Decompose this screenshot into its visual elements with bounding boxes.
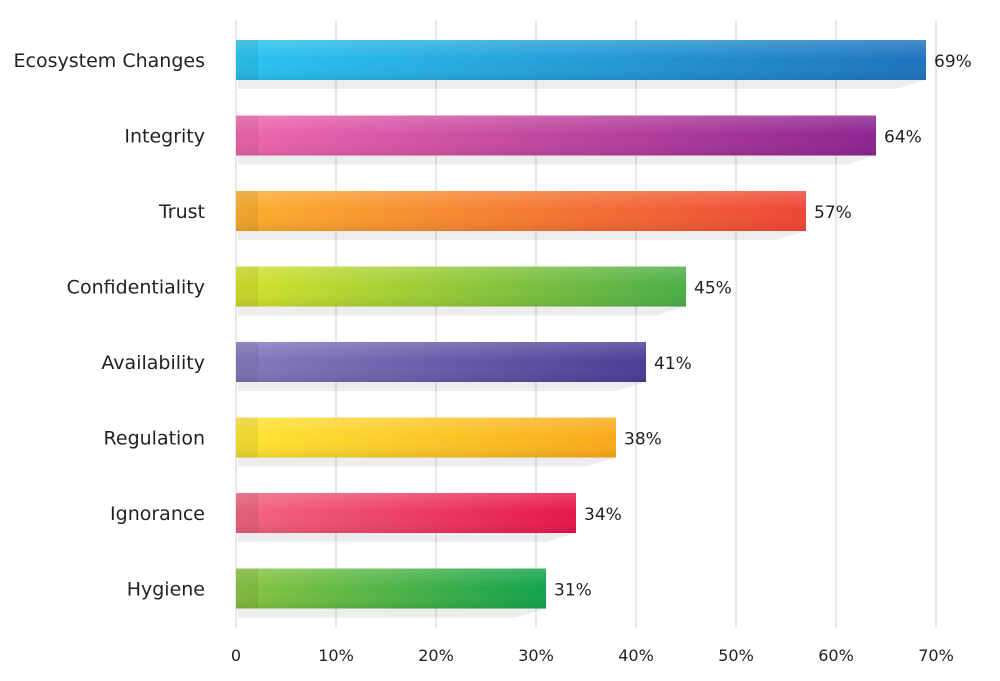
labels: Ecosystem Changes 69% Integrity 64% Trust 57%…: [14, 50, 972, 601]
bar-shadow: [238, 231, 806, 240]
value-label: 38%: [624, 430, 662, 450]
x-tick-label: 30%: [518, 646, 554, 665]
bar-cap: [236, 40, 258, 80]
category-label: Ecosystem Changes: [14, 50, 205, 72]
x-tick-label: 0: [231, 646, 241, 665]
bar-cap: [236, 568, 258, 609]
x-tick-label: 20%: [418, 646, 454, 665]
value-label: 64%: [884, 128, 922, 148]
category-label: Regulation: [104, 428, 205, 450]
bar-gloss: [236, 191, 806, 231]
value-label: 41%: [654, 354, 692, 374]
x-tick-label: 60%: [818, 646, 854, 665]
bar-gloss: [236, 266, 686, 307]
bar-shadow: [238, 457, 616, 467]
bar-shadow: [238, 306, 686, 316]
bar-shadow: [238, 533, 576, 542]
category-label: Hygiene: [127, 579, 205, 601]
value-label: 45%: [694, 279, 732, 299]
bar-shadow: [238, 155, 876, 165]
bar-cap: [236, 493, 258, 533]
bar-cap: [236, 191, 258, 231]
category-label: Ignorance: [110, 503, 205, 525]
bar-gloss: [236, 40, 926, 80]
value-label: 31%: [554, 581, 592, 601]
bar-gloss: [236, 493, 576, 533]
bar-cap: [236, 417, 258, 458]
category-label: Confidentiality: [67, 277, 205, 299]
bar-shadow: [238, 608, 546, 618]
bar-shadow: [238, 80, 926, 89]
x-tick-label: 50%: [718, 646, 754, 665]
x-tick-label: 40%: [618, 646, 654, 665]
x-axis: 0 10% 20% 30% 40% 50% 60% 70%: [231, 646, 954, 665]
value-label: 69%: [934, 52, 972, 72]
bar-gloss: [236, 342, 646, 382]
bar-gloss: [236, 417, 616, 458]
category-label: Trust: [158, 201, 205, 223]
category-label: Availability: [101, 352, 205, 374]
bar-gloss: [236, 568, 546, 609]
x-tick-label: 70%: [918, 646, 954, 665]
x-tick-label: 10%: [318, 646, 354, 665]
bar-shadow: [238, 382, 646, 391]
bars: [236, 40, 926, 618]
category-label: Integrity: [124, 126, 205, 148]
bar-gloss: [236, 115, 876, 156]
value-label: 34%: [584, 505, 622, 525]
bar-cap: [236, 342, 258, 382]
value-label: 57%: [814, 203, 852, 223]
bar-cap: [236, 266, 258, 307]
bar-cap: [236, 115, 258, 156]
